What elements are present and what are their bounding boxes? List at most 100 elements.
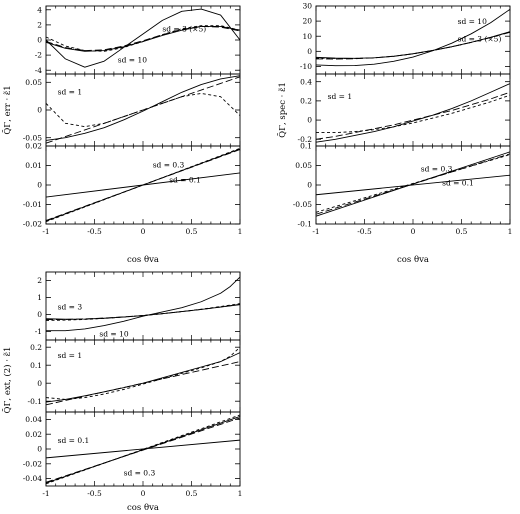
y-tick-label: -0.1: [28, 397, 42, 406]
y-tick-label: 0.1: [30, 361, 42, 370]
series-line-solid: [45, 172, 241, 198]
series-line-solid: [45, 25, 241, 52]
y-tick-label: 10: [302, 32, 312, 41]
series-line-long-dash: [45, 361, 241, 406]
series-line-solid: [315, 83, 511, 143]
y-tick-label: -0.2: [298, 135, 313, 144]
series-annotation: sd = 0.1: [442, 178, 474, 187]
series-annotation: sd = 10: [99, 330, 128, 339]
panel-spec-0: -10 0 10 20 30 sd = 10 sd = 3 (×5): [300, 2, 511, 75]
y-tick-label: 0.05: [25, 78, 42, 87]
y-tick-label: -0.05: [23, 133, 42, 142]
panel-spec-2: -0.1 -0.05 0 0.05 0.1 sd = 0.3 sd = 0.1: [293, 142, 511, 229]
x-tick-label: 0.5: [186, 227, 198, 236]
x-tick-label: -0.5: [357, 227, 372, 236]
y-tick-label: -0.05: [293, 200, 312, 209]
series-annotation: sd = 3 (×5): [458, 35, 502, 44]
x-tick-label: -0.5: [87, 227, 102, 236]
xlabel-ext: cos θva: [127, 503, 159, 513]
y-tick-label: 0: [37, 310, 42, 319]
chart-spec: -1 0 0 10 20 30 sd = 1 0 sd = 3 (×5) -0.2 0 0.2 0.4 s…: [293, 2, 513, 236]
x-tick-label: -1: [42, 227, 49, 236]
ylabel-spec: Q̄Γ, spec · ε̃1: [276, 82, 288, 138]
y-tick-label: 0.01: [25, 161, 42, 170]
series-annotation: sd = 3: [58, 302, 83, 311]
x-tick-label: -1: [312, 227, 319, 236]
xlabel-spec: cos θva: [397, 255, 429, 265]
y-tick-label: 2: [37, 20, 42, 29]
panel-frame: [315, 73, 511, 147]
series-line-short-dash: [45, 303, 241, 321]
series-annotation: sd = 0.3: [124, 469, 156, 478]
y-tick-label: 4: [37, 5, 42, 14]
x-tick-label: 0.5: [456, 227, 468, 236]
series-line-long-dash: [315, 31, 511, 60]
ylabel-err: Q̄Γ, err · ε̃1: [1, 85, 13, 134]
y-tick-label: 0: [307, 181, 312, 190]
x-tick-label: -0.5: [87, 489, 102, 498]
series-annotation: sd = 1: [58, 351, 82, 360]
y-tick-label: -4: [35, 66, 43, 75]
y-tick-label: 20: [302, 17, 312, 26]
series-annotation: sd = 3 (×5): [162, 25, 206, 34]
ylabel-ext: Q̄Γ, ext, (2) · ε̃1: [1, 347, 13, 414]
y-tick-label: -0.02: [23, 459, 42, 468]
series-line-short-dash: [45, 92, 241, 128]
y-tick-label: 0.4: [300, 77, 312, 86]
y-tick-label: 0.02: [25, 142, 42, 151]
series-line-solid: [45, 439, 241, 459]
series-annotation: sd = 1: [58, 87, 82, 96]
series-line-long-dash: [315, 91, 511, 140]
x-tick-label: 0: [411, 227, 416, 236]
panel-ext-1: -0.1 0 0.1 0.2 sd = 1: [28, 339, 241, 413]
y-tick-label: 0: [37, 106, 42, 115]
x-tick-label: -1: [42, 489, 49, 498]
series-annotation: sd = 0.3: [421, 165, 453, 174]
series-line-solid: [45, 352, 241, 403]
y-tick-label: 0: [307, 116, 312, 125]
x-tick-label: 1: [238, 227, 243, 236]
y-tick-label: 0: [37, 181, 42, 190]
panel-err-2: -0.02 -0.01 0 0.01 0.02 sd = 0.3 sd = 0.1: [23, 142, 241, 229]
series-line-short-dash: [45, 147, 241, 223]
y-tick-label: -0.1: [298, 220, 312, 229]
series-annotation: sd = 0.3: [153, 160, 185, 169]
series-line-solid: [45, 8, 241, 68]
series-line-short-dash: [315, 154, 511, 213]
series-annotation: sd = 10: [118, 56, 147, 65]
x-tick-label: 0.5: [186, 489, 198, 498]
y-tick-label: -0.01: [23, 200, 42, 209]
panel-spec-1: -0.2 0 0.2 0.4 sd = 1: [298, 73, 511, 147]
chart-ext: -1 0 1 2 sd = 3 sd = 10 -0.1 0 0.1 0.2 sd = 1 -0.04…: [23, 271, 242, 498]
y-tick-label: 0.2: [300, 96, 312, 105]
y-tick-label: 1: [37, 293, 42, 302]
series-line-solid: [46, 276, 241, 332]
y-tick-label: 0: [307, 47, 312, 56]
x-tick-label: 1: [508, 227, 513, 236]
y-tick-label: -2: [35, 51, 43, 60]
x-tick-label: 0: [141, 227, 146, 236]
y-tick-label: 30: [302, 2, 312, 11]
series-line-short-dash: [45, 25, 241, 52]
y-tick-label: 0.05: [295, 161, 312, 170]
panel-err-0: -4 -2 0 2 4 sd = 3 (×5) sd = 10: [35, 5, 241, 75]
series-line-long-dash: [45, 76, 241, 144]
panel-ext-2: -0.04 -0.02 0 0.02 0.04 sd = 0.1 sd = 0.3: [23, 411, 241, 487]
y-tick-label: -1: [35, 327, 42, 336]
series-annotation: sd = 0.1: [169, 176, 201, 185]
series-line-long-dash: [45, 25, 241, 52]
panel-err-1: -0.05 0 0.05 sd = 1: [23, 73, 241, 147]
series-line-solid: [315, 174, 511, 196]
xlabel-err: cos θva: [127, 255, 159, 265]
series-line-long-dash: [315, 153, 511, 215]
series-annotation: sd = 0.1: [58, 436, 90, 445]
series-line-solid: [315, 8, 511, 67]
y-tick-label: 0.04: [25, 415, 42, 424]
y-tick-label: 0.02: [25, 430, 42, 439]
y-tick-label: 2: [37, 276, 42, 285]
y-tick-label: -0.04: [23, 474, 42, 483]
series-annotation: sd = 1: [328, 92, 352, 101]
y-tick-label: 0: [37, 379, 42, 388]
